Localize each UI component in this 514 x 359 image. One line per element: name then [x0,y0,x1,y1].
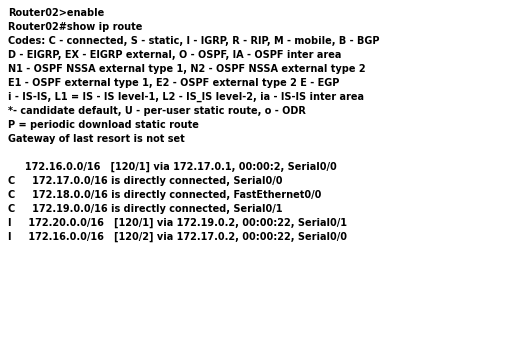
Text: Codes: C - connected, S - static, I - IGRP, R - RIP, M - mobile, B - BGP: Codes: C - connected, S - static, I - IG… [8,36,379,46]
Text: i - IS-IS, L1 = IS - IS level-1, L2 - IS_IS level-2, ia - IS-IS inter area: i - IS-IS, L1 = IS - IS level-1, L2 - IS… [8,92,364,102]
Text: Gateway of last resort is not set: Gateway of last resort is not set [8,134,185,144]
Text: N1 - OSPF NSSA external type 1, N2 - OSPF NSSA external type 2: N1 - OSPF NSSA external type 1, N2 - OSP… [8,64,365,74]
Text: D - EIGRP, EX - EIGRP external, O - OSPF, IA - OSPF inter area: D - EIGRP, EX - EIGRP external, O - OSPF… [8,50,341,60]
Text: 172.16.0.0/16   [120/1] via 172.17.0.1, 00:00:2, Serial0/0: 172.16.0.0/16 [120/1] via 172.17.0.1, 00… [8,162,337,172]
Text: Router02>enable: Router02>enable [8,8,104,18]
Text: C     172.17.0.0/16 is directly connected, Serial0/0: C 172.17.0.0/16 is directly connected, S… [8,176,283,186]
Text: C     172.19.0.0/16 is directly connected, Serial0/1: C 172.19.0.0/16 is directly connected, S… [8,204,283,214]
Text: P = periodic download static route: P = periodic download static route [8,120,199,130]
Text: I     172.20.0.0/16   [120/1] via 172.19.0.2, 00:00:22, Serial0/1: I 172.20.0.0/16 [120/1] via 172.19.0.2, … [8,218,347,228]
Text: C     172.18.0.0/16 is directly connected, FastEthernet0/0: C 172.18.0.0/16 is directly connected, F… [8,190,321,200]
Text: *- candidate default, U - per-user static route, o - ODR: *- candidate default, U - per-user stati… [8,106,306,116]
Text: I     172.16.0.0/16   [120/2] via 172.17.0.2, 00:00:22, Serial0/0: I 172.16.0.0/16 [120/2] via 172.17.0.2, … [8,232,347,242]
Text: E1 - OSPF external type 1, E2 - OSPF external type 2 E - EGP: E1 - OSPF external type 1, E2 - OSPF ext… [8,78,339,88]
Text: Router02#show ip route: Router02#show ip route [8,22,142,32]
